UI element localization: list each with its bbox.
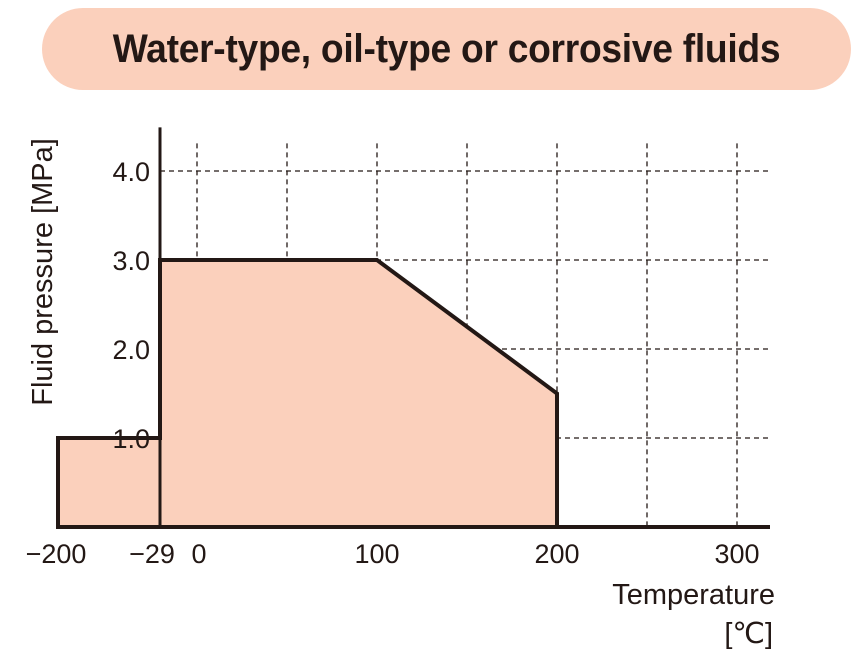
- y-tick-label: 2.0: [112, 335, 150, 365]
- x-axis-unit: [℃]: [724, 618, 773, 650]
- y-tick-label: 1.0: [112, 424, 150, 454]
- x-tick-label: −200: [26, 539, 87, 569]
- range-polygon: [56, 258, 559, 529]
- y-tick-label: 3.0: [112, 246, 150, 276]
- title-banner: Water-type, oil-type or corrosive fluids: [42, 8, 851, 90]
- x-tick-label: 100: [354, 539, 399, 569]
- x-tick-label: −29: [129, 539, 175, 569]
- y-tick-labels: 1.0 2.0 3.0 4.0: [112, 157, 150, 454]
- chart-title: Water-type, oil-type or corrosive fluids: [112, 27, 781, 71]
- x-axis-label: Temperature: [612, 579, 775, 611]
- x-tick-labels: −200 −29 0 100 200 300: [26, 539, 760, 569]
- x-tick-label: 0: [191, 539, 206, 569]
- x-tick-label: 300: [714, 539, 759, 569]
- axes: [56, 127, 770, 529]
- y-axis-label: Fluid pressure [MPa]: [27, 138, 59, 406]
- y-tick-label: 4.0: [112, 157, 150, 187]
- operating-range-area: [56, 258, 559, 529]
- x-tick-label: 200: [534, 539, 579, 569]
